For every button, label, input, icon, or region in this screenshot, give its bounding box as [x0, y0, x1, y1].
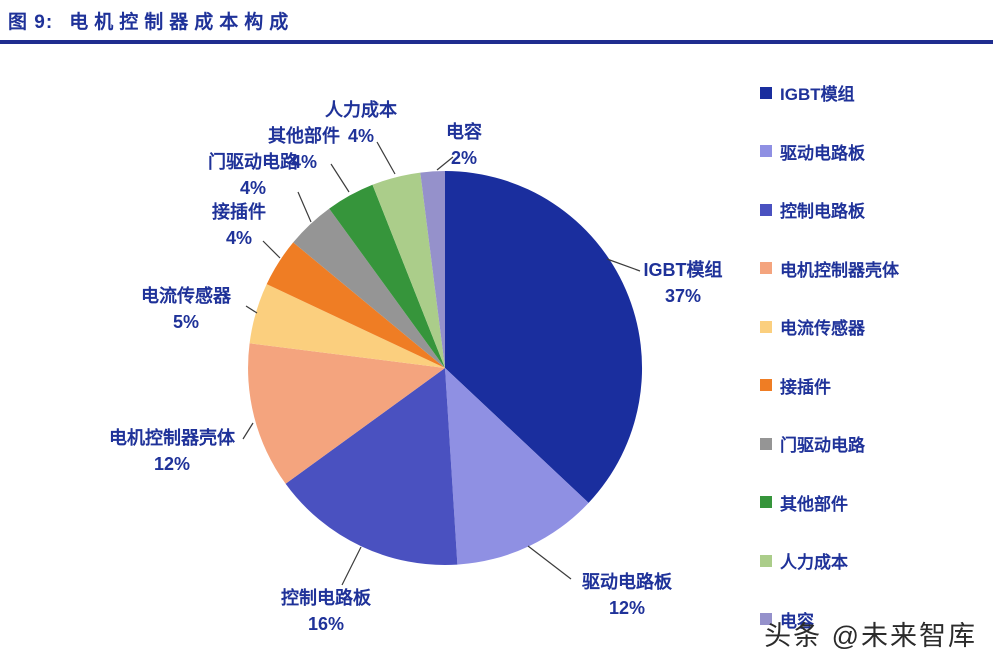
legend-swatch-控制电路板 [760, 203, 772, 216]
leader-line-人力成本 [376, 141, 396, 175]
pie-slice-电机控制器壳体 [248, 343, 445, 484]
pie-slice-IGBT模组 [445, 171, 643, 503]
legend-label-驱动电路板: 驱动电路板 [780, 143, 865, 163]
slice-value-人力成本: 4% [348, 126, 374, 146]
legend-label-电机控制器壳体: 电机控制器壳体 [780, 260, 899, 280]
slice-value-接插件: 4% [226, 228, 252, 248]
slice-label-驱动电路板: 驱动电路板 [582, 571, 673, 592]
legend-label-人力成本: 人力成本 [780, 553, 848, 573]
legend-swatch-IGBT模组 [760, 86, 772, 99]
legend-swatch-电机控制器壳体 [760, 262, 772, 275]
slice-value-控制电路板: 16% [308, 614, 344, 634]
slice-label-IGBT模组: IGBT模组 [644, 259, 723, 280]
legend-label-门驱动电路: 门驱动电路 [780, 436, 865, 456]
legend-label-其他部件: 其他部件 [780, 494, 848, 514]
legend-item-IGBT模组: IGBT模组 [760, 80, 899, 105]
figure-header: 图 9: 电机控制器成本构成 [8, 7, 294, 34]
slice-label-接插件: 接插件 [212, 201, 266, 222]
legend-swatch-人力成本 [760, 554, 772, 567]
slice-value-门驱动电路: 4% [240, 178, 266, 198]
leader-line-门驱动电路 [297, 191, 312, 223]
pie-slice-接插件 [266, 242, 445, 368]
legend-swatch-电容 [760, 613, 772, 626]
pie-slice-电流传感器 [249, 284, 445, 368]
legend-swatch-电流传感器 [760, 320, 772, 333]
leader-line-电流传感器 [245, 305, 258, 314]
legend-item-电容: 电容 [760, 607, 899, 632]
leader-line-电机控制器壳体 [242, 422, 254, 440]
slice-value-其他部件: 4% [291, 152, 317, 172]
chart-legend: IGBT模组 驱动电路板控制电路板电机控制器壳体 电流传感器接插件门驱动电路其他部件… [760, 80, 899, 632]
legend-item-其他部件: 其他部件 [760, 490, 899, 515]
legend-swatch-其他部件 [760, 496, 772, 509]
legend-label-IGBT模组: IGBT模组 [780, 85, 855, 104]
leader-line-驱动电路板 [527, 545, 572, 580]
pie-slice-人力成本 [372, 172, 445, 368]
legend-swatch-接插件 [760, 379, 772, 392]
legend-item-电机控制器壳体: 电机控制器壳体 [760, 256, 899, 281]
slice-value-驱动电路板: 12% [609, 598, 645, 618]
pie-slice-其他部件 [329, 184, 445, 368]
figure-number: 图 9: [8, 12, 54, 33]
legend-item-门驱动电路: 门驱动电路 [760, 431, 899, 456]
legend-item-人力成本: 人力成本 [760, 548, 899, 573]
slice-value-电容: 2% [451, 148, 477, 168]
slice-value-电机控制器壳体: 12% [154, 454, 190, 474]
legend-item-驱动电路板: 驱动电路板 [760, 139, 899, 164]
figure-title: 电机控制器成本构成 [69, 12, 295, 33]
pie-slice-门驱动电路 [293, 208, 445, 368]
slice-label-其他部件: 其他部件 [268, 125, 340, 146]
leader-line-控制电路板 [341, 546, 362, 586]
leader-line-其他部件 [330, 163, 350, 193]
legend-item-接插件: 接插件 [760, 373, 899, 398]
pie-slice-控制电路板 [285, 368, 458, 565]
pie-slice-电容 [420, 171, 445, 368]
legend-swatch-驱动电路板 [760, 145, 772, 158]
legend-item-电流传感器: 电流传感器 [760, 314, 899, 339]
legend-label-接插件: 接插件 [780, 377, 831, 397]
legend-label-控制电路板: 控制电路板 [780, 202, 865, 222]
legend-item-控制电路板: 控制电路板 [760, 197, 899, 222]
slice-label-门驱动电路: 门驱动电路 [208, 151, 299, 172]
leader-line-接插件 [262, 240, 281, 259]
slice-label-人力成本: 人力成本 [325, 99, 397, 120]
slice-value-IGBT模组: 37% [665, 286, 701, 306]
pie-slice-驱动电路板 [445, 368, 589, 565]
legend-label-电流传感器: 电流传感器 [780, 319, 865, 339]
slice-value-电流传感器: 5% [173, 312, 199, 332]
leader-line-电容 [436, 156, 454, 171]
slice-label-电流传感器: 电流传感器 [141, 285, 232, 306]
header-rule [0, 40, 993, 44]
slice-label-控制电路板: 控制电路板 [281, 587, 372, 608]
legend-label-电容: 电容 [780, 611, 814, 631]
watermark-text: 头条 @未来智库 [764, 621, 977, 651]
legend-swatch-门驱动电路 [760, 437, 772, 450]
slice-label-电机控制器壳体: 电机控制器壳体 [109, 427, 236, 448]
leader-line-IGBT模组 [606, 258, 641, 272]
slice-label-电容: 电容 [446, 121, 482, 142]
